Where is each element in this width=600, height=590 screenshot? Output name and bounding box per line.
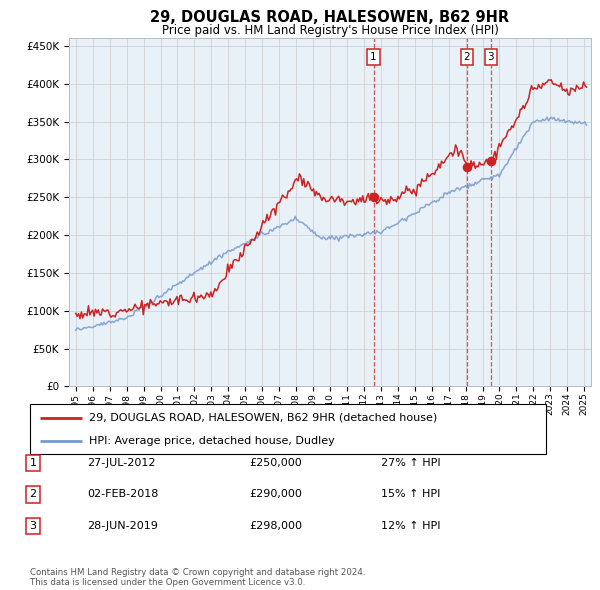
Point (369, 192, 379, 202)
Text: 1: 1 (370, 53, 377, 63)
Text: This data is licensed under the Open Government Licence v3.0.: This data is licensed under the Open Gov… (30, 578, 305, 587)
Text: Price paid vs. HM Land Registry's House Price Index (HPI): Price paid vs. HM Land Registry's House … (161, 24, 499, 37)
Text: £250,000: £250,000 (249, 458, 302, 468)
Text: 3: 3 (29, 521, 37, 530)
Text: £290,000: £290,000 (249, 490, 302, 499)
Text: 2: 2 (464, 53, 470, 63)
Text: 27-JUL-2012: 27-JUL-2012 (87, 458, 155, 468)
Text: 2: 2 (29, 490, 37, 499)
Text: 15% ↑ HPI: 15% ↑ HPI (381, 490, 440, 499)
Text: 29, DOUGLAS ROAD, HALESOWEN, B62 9HR (detached house): 29, DOUGLAS ROAD, HALESOWEN, B62 9HR (de… (89, 412, 437, 422)
Text: Contains HM Land Registry data © Crown copyright and database right 2024.: Contains HM Land Registry data © Crown c… (30, 568, 365, 576)
Text: 02-FEB-2018: 02-FEB-2018 (87, 490, 158, 499)
Text: £298,000: £298,000 (249, 521, 302, 530)
Point (486, 156, 496, 166)
Point (462, 162, 472, 172)
Text: 3: 3 (488, 53, 494, 63)
Text: 29, DOUGLAS ROAD, HALESOWEN, B62 9HR: 29, DOUGLAS ROAD, HALESOWEN, B62 9HR (151, 10, 509, 25)
Text: 12% ↑ HPI: 12% ↑ HPI (381, 521, 440, 530)
Text: HPI: Average price, detached house, Dudley: HPI: Average price, detached house, Dudl… (89, 436, 335, 446)
Text: 28-JUN-2019: 28-JUN-2019 (87, 521, 158, 530)
Text: 27% ↑ HPI: 27% ↑ HPI (381, 458, 440, 468)
Text: 1: 1 (29, 458, 37, 468)
